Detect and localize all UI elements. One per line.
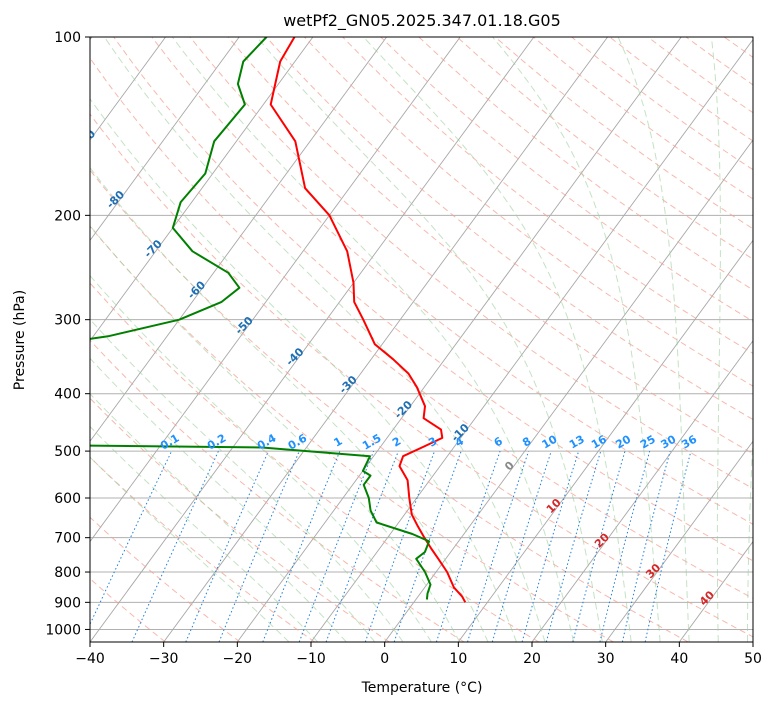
x-tick-label: −30 <box>149 651 179 667</box>
isotherm-line <box>310 38 753 642</box>
dry-adiabat-line <box>90 225 614 642</box>
dry-adiabat-line <box>90 397 390 642</box>
mixing-ratio-line <box>298 450 375 642</box>
y-tick-label: 1000 <box>45 622 81 638</box>
chart-title: wetPf2_GN05.2025.347.01.18.G05 <box>283 11 561 31</box>
y-axis: 100 200 300 400 500 600 700 800 900 1000 <box>45 30 90 638</box>
moist-adiabat-line <box>90 393 347 642</box>
y-tick-label: 900 <box>54 595 81 611</box>
isotherm-line <box>163 37 608 642</box>
mixing-ratio-line <box>393 450 462 642</box>
x-axis-title: Temperature (°C) <box>361 680 483 696</box>
y-tick-label: 400 <box>54 387 81 403</box>
dry-adiabat-line <box>227 37 753 455</box>
x-tick-label: −10 <box>296 651 326 667</box>
x-tick-label: −40 <box>75 651 105 667</box>
x-tick-label: 20 <box>523 651 541 667</box>
mixing-ratio-line <box>491 450 552 642</box>
mixing-ratio-line <box>364 450 436 642</box>
profile-series <box>90 37 467 603</box>
isotherm-line <box>531 340 753 642</box>
moist-adiabats <box>90 37 753 642</box>
x-tick-label: 40 <box>670 651 688 667</box>
temperature-profile-line <box>269 37 467 603</box>
moist-adiabat-line <box>90 98 517 642</box>
dry-adiabat-line <box>90 456 315 642</box>
mixing-ratio-line <box>435 450 501 642</box>
x-tick-label: −20 <box>223 651 253 667</box>
mixing-ratio-line <box>467 450 530 642</box>
moist-adiabat-line <box>710 37 721 642</box>
mixing-ratio-line <box>599 450 651 642</box>
y-tick-label: 700 <box>54 531 81 547</box>
plot-frame <box>89 36 754 643</box>
dry-adiabat-line <box>418 37 753 291</box>
mixing-ratio-line <box>644 450 692 642</box>
mixing-ratio-line <box>545 450 602 642</box>
moist-adiabat-line <box>90 425 319 642</box>
moist-adiabat-line <box>90 274 432 642</box>
moist-adiabat-line <box>363 37 632 642</box>
moist-adiabat-line <box>90 318 404 642</box>
dry-adiabat-line <box>90 169 689 642</box>
mixing-ratio-line <box>185 450 269 642</box>
dry-adiabat-line <box>265 37 753 421</box>
x-tick-label: 0 <box>380 651 389 667</box>
mixing-ratio-line <box>325 450 399 642</box>
x-tick-label: 30 <box>597 651 615 667</box>
moist-adiabat-line <box>90 166 489 642</box>
isotherm-line <box>90 37 387 443</box>
moist-adiabat-line <box>617 37 690 642</box>
moist-adiabat-line <box>747 428 753 642</box>
moist-adiabat-line <box>103 37 546 642</box>
mixing-ratio-line <box>572 450 626 642</box>
isotherm-line <box>90 37 166 141</box>
mixing-ratio-lines <box>90 450 692 642</box>
moist-adiabat-line <box>90 224 461 642</box>
x-tick-label: 10 <box>449 651 467 667</box>
isotherm-line <box>384 139 753 642</box>
mixing-ratio-line <box>262 450 341 642</box>
y-axis-title: Pressure (hPa) <box>12 290 28 390</box>
y-tick-label: 300 <box>54 313 81 329</box>
isotherm-line <box>605 440 753 642</box>
mixing-ratio-line <box>218 450 300 642</box>
moist-adiabat-line <box>171 37 575 642</box>
dry-adiabat-line <box>189 37 753 490</box>
moist-adiabat-line <box>90 357 376 642</box>
isotherm-line <box>90 37 535 642</box>
y-tick-label: 500 <box>54 444 81 460</box>
dry-adiabat-line <box>151 37 753 525</box>
moist-adiabat-line <box>256 37 603 642</box>
dewpoint-profile-line <box>90 37 432 600</box>
mixing-ratio-line <box>621 450 671 642</box>
x-tick-label: 50 <box>744 651 762 667</box>
y-tick-label: 600 <box>54 491 81 507</box>
dry-adiabats <box>90 37 753 642</box>
dry-adiabat-line <box>380 37 753 322</box>
isotherm-line <box>236 37 682 642</box>
moist-adiabat-line <box>492 37 661 642</box>
isotherm-line <box>457 239 753 642</box>
y-tick-label: 100 <box>54 30 81 46</box>
mixing-ratio-line <box>521 450 580 642</box>
isotherm-line <box>90 37 240 242</box>
y-tick-label: 800 <box>54 565 81 581</box>
y-tick-label: 200 <box>54 208 81 224</box>
dry-adiabat-label: -90 <box>75 127 98 150</box>
x-axis: −40 −30 −20 −10 0 10 20 30 40 50 <box>75 642 762 667</box>
